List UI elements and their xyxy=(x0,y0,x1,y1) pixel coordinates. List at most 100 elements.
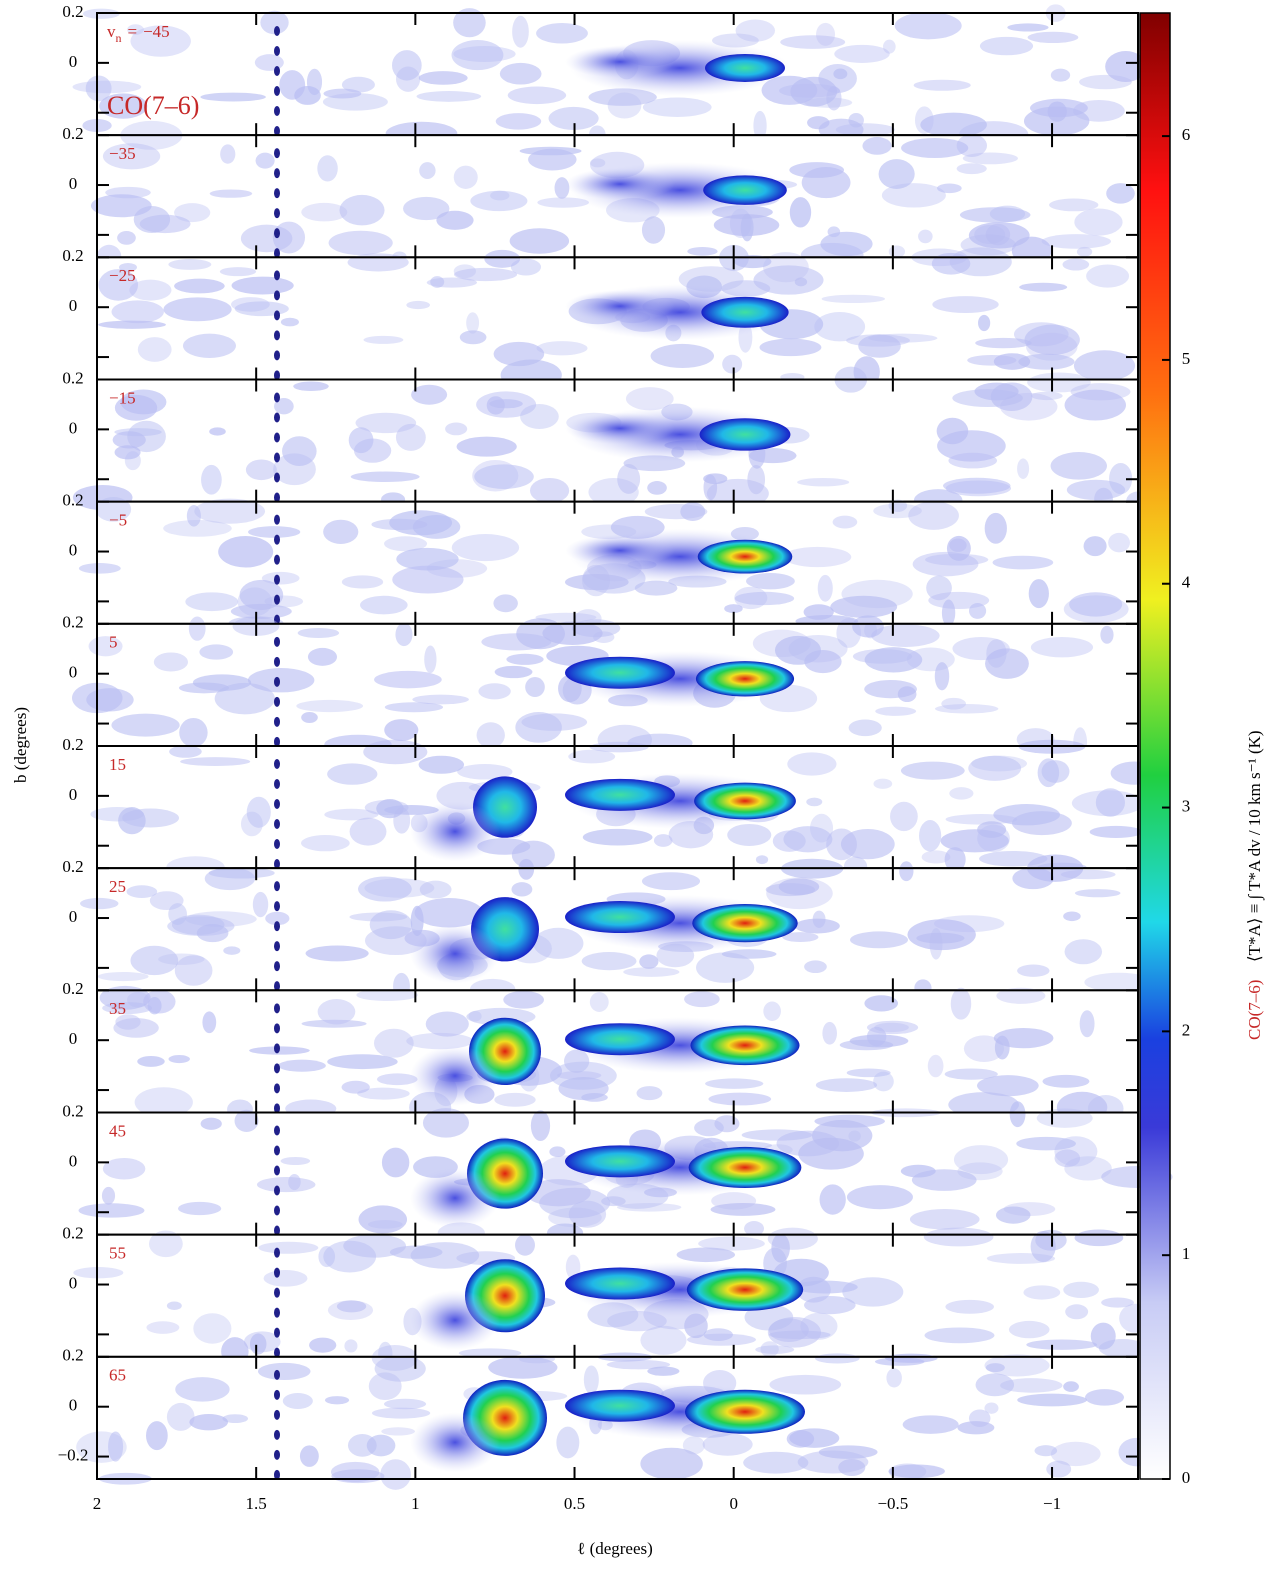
emission xyxy=(324,1396,350,1405)
emission xyxy=(274,1023,280,1034)
emission xyxy=(920,112,987,138)
emission xyxy=(277,1059,326,1072)
emission xyxy=(174,955,213,986)
emission xyxy=(957,1421,995,1435)
emission xyxy=(274,1165,280,1176)
emission xyxy=(788,635,848,663)
emission xyxy=(815,1353,860,1364)
emission xyxy=(274,350,280,361)
emission xyxy=(908,501,959,530)
emission xyxy=(451,39,504,71)
emission xyxy=(327,763,378,785)
emission xyxy=(274,696,280,707)
emission xyxy=(818,1445,878,1459)
channel-map: 55 xyxy=(73,1227,1151,1366)
emission xyxy=(410,1412,500,1473)
panel-frame xyxy=(96,1355,1139,1481)
colorbar-tick-label: 6 xyxy=(1182,125,1191,144)
emission xyxy=(478,683,511,700)
emission xyxy=(852,615,884,638)
emission xyxy=(458,1348,522,1358)
emission xyxy=(1050,1441,1101,1467)
emission xyxy=(336,1300,367,1313)
emission xyxy=(80,897,119,910)
emission xyxy=(946,535,971,561)
emission xyxy=(493,594,518,613)
emission xyxy=(425,1011,469,1037)
emission xyxy=(73,1267,124,1279)
emission xyxy=(219,267,257,277)
emission xyxy=(975,337,1032,349)
emission xyxy=(625,387,674,411)
emission xyxy=(952,636,1010,661)
emission xyxy=(410,1290,500,1351)
emission xyxy=(950,987,972,1020)
emission xyxy=(1036,1108,1093,1128)
emission xyxy=(871,624,940,647)
emission xyxy=(778,878,820,895)
emission xyxy=(858,334,901,358)
emission xyxy=(426,277,477,288)
emission xyxy=(640,1447,703,1480)
x-axis-label: ℓ (degrees) xyxy=(577,1539,653,1558)
channel-map: 15 xyxy=(90,739,1159,879)
emission xyxy=(274,106,280,116)
emission xyxy=(274,148,280,159)
emission xyxy=(98,269,139,301)
emission xyxy=(200,92,266,102)
y-tick-label: 0 xyxy=(69,785,78,804)
emission xyxy=(995,1206,1031,1224)
colorbar-unit: ⟨T*A⟩ ≡ ∫ T*A dv / 10 km s⁻¹ (K) xyxy=(1245,730,1265,962)
emission xyxy=(682,1436,705,1455)
y-tick-label: 0.2 xyxy=(62,2,83,21)
colorbar-tick-label: 1 xyxy=(1182,1244,1191,1263)
emission xyxy=(588,478,639,507)
emission xyxy=(274,1327,280,1338)
channel-map: −25 xyxy=(96,244,1139,391)
emission xyxy=(902,1415,959,1434)
emission xyxy=(350,471,420,483)
emission xyxy=(934,704,999,714)
emission xyxy=(676,1247,736,1263)
emission xyxy=(862,137,892,155)
emission xyxy=(639,954,659,969)
emission xyxy=(274,1429,280,1440)
emission xyxy=(769,1374,842,1395)
emission xyxy=(636,1086,663,1101)
emission xyxy=(234,1109,259,1132)
emission xyxy=(589,992,609,1012)
emission xyxy=(344,1339,358,1353)
emission xyxy=(274,1369,280,1380)
emission xyxy=(800,1312,838,1340)
emission xyxy=(936,417,969,445)
emission xyxy=(330,1461,380,1483)
emission xyxy=(495,113,542,130)
y-tick-label: 0 xyxy=(69,1029,78,1048)
colorbar-tick-label: 4 xyxy=(1182,573,1191,592)
emission xyxy=(971,755,1028,772)
emission xyxy=(274,1267,280,1278)
emission xyxy=(274,66,280,76)
emission xyxy=(274,1287,280,1298)
emission xyxy=(923,1227,994,1247)
emission xyxy=(641,872,701,891)
emission xyxy=(703,1328,733,1342)
emission xyxy=(1065,1304,1089,1320)
emission xyxy=(445,422,468,436)
emission xyxy=(875,706,917,716)
emission xyxy=(1098,1338,1147,1358)
emission xyxy=(1030,637,1094,658)
velocity-symbol: v xyxy=(107,22,116,41)
emission xyxy=(126,885,158,899)
emission xyxy=(763,1001,781,1021)
y-tick-label: 0 xyxy=(69,907,78,926)
emission xyxy=(565,1145,675,1178)
emission xyxy=(957,1162,1003,1181)
emission xyxy=(763,252,809,283)
emission xyxy=(274,1247,280,1258)
emission xyxy=(149,891,184,911)
emission xyxy=(384,536,428,552)
emission xyxy=(641,216,666,244)
emission xyxy=(993,804,1060,826)
emission xyxy=(711,1192,757,1210)
